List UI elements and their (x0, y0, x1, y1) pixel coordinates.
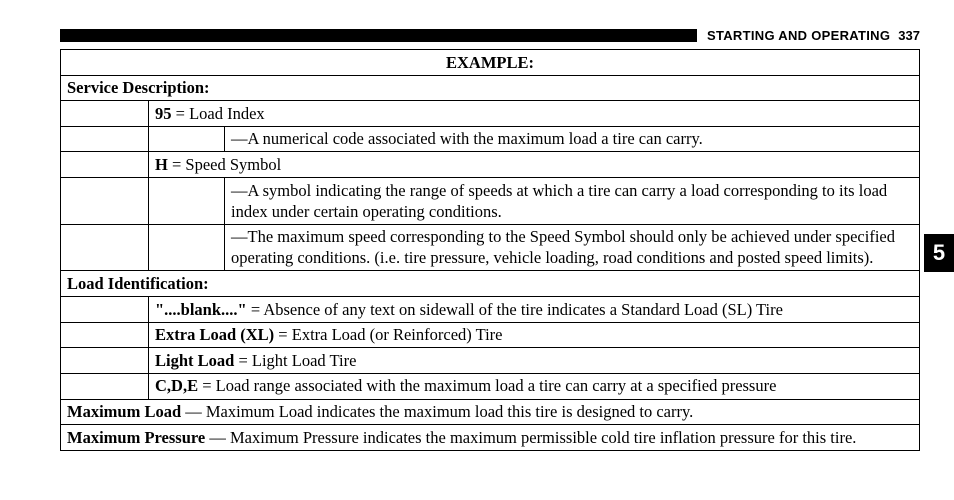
table-row: H = Speed Symbol (61, 152, 920, 178)
load-row: "....blank...." = Absence of any text on… (149, 297, 920, 323)
header-page-number: 337 (890, 28, 920, 43)
blank-cell (149, 178, 225, 225)
maximum-load-label: Maximum Load (67, 402, 181, 421)
blank-cell (61, 322, 149, 348)
service-eq: = (172, 104, 190, 123)
load-desc: Extra Load (or Reinforced) Tire (292, 325, 503, 344)
maximum-pressure-sep: — (205, 428, 230, 447)
service-term: Load Index (189, 104, 265, 123)
side-tab-chapter: 5 (924, 234, 954, 272)
service-description-label: Service Description: (61, 75, 920, 101)
maximum-pressure-desc: Maximum Pressure indicates the maximum p… (230, 428, 856, 447)
example-table: EXAMPLE: Service Description: 95 = Load … (60, 49, 920, 451)
service-row-term: H = Speed Symbol (149, 152, 920, 178)
header-rule (60, 29, 697, 42)
page-header: STARTING AND OPERATING 337 (60, 28, 920, 43)
service-code: 95 (155, 104, 172, 123)
service-note: —A symbol indicating the range of speeds… (225, 178, 920, 225)
load-row: Light Load = Light Load Tire (149, 348, 920, 374)
blank-cell (61, 152, 149, 178)
header-section-title: STARTING AND OPERATING (697, 28, 890, 43)
load-identification-label: Load Identification: (61, 271, 920, 297)
table-row: Maximum Load — Maximum Load indicates th… (61, 399, 920, 425)
table-row: Extra Load (XL) = Extra Load (or Reinfor… (61, 322, 920, 348)
table-row: —A numerical code associated with the ma… (61, 126, 920, 152)
load-code: Light Load (155, 351, 234, 370)
service-note: —A numerical code associated with the ma… (225, 126, 920, 152)
service-term: Speed Symbol (185, 155, 281, 174)
table-row: Light Load = Light Load Tire (61, 348, 920, 374)
maximum-pressure-label: Maximum Pressure (67, 428, 205, 447)
load-row: C,D,E = Load range associated with the m… (149, 373, 920, 399)
maximum-pressure-row: Maximum Pressure — Maximum Pressure indi… (61, 425, 920, 451)
table-row: "....blank...." = Absence of any text on… (61, 297, 920, 323)
maximum-load-sep: — (181, 402, 206, 421)
maximum-load-desc: Maximum Load indicates the maximum load … (206, 402, 693, 421)
service-code: H (155, 155, 168, 174)
blank-cell (61, 348, 149, 374)
blank-cell (61, 297, 149, 323)
load-eq: = (198, 376, 216, 395)
blank-cell (61, 126, 149, 152)
load-row: Extra Load (XL) = Extra Load (or Reinfor… (149, 322, 920, 348)
load-desc: Absence of any text on sidewall of the t… (263, 300, 783, 319)
blank-cell (61, 101, 149, 127)
service-note: —The maximum speed corresponding to the … (225, 224, 920, 271)
table-row: Maximum Pressure — Maximum Pressure indi… (61, 425, 920, 451)
load-code: C,D,E (155, 376, 198, 395)
service-row-term: 95 = Load Index (149, 101, 920, 127)
service-eq: = (168, 155, 186, 174)
load-eq: = (274, 325, 292, 344)
maximum-load-row: Maximum Load — Maximum Load indicates th… (61, 399, 920, 425)
blank-cell (149, 224, 225, 271)
blank-cell (61, 224, 149, 271)
load-eq: = (234, 351, 252, 370)
table-title: EXAMPLE: (61, 50, 920, 76)
load-eq: = (247, 300, 264, 319)
load-code: Extra Load (XL) (155, 325, 274, 344)
table-row: —The maximum speed corresponding to the … (61, 224, 920, 271)
blank-cell (149, 126, 225, 152)
load-code: "....blank...." (155, 300, 247, 319)
table-row: —A symbol indicating the range of speeds… (61, 178, 920, 225)
blank-cell (61, 373, 149, 399)
blank-cell (61, 178, 149, 225)
table-row: C,D,E = Load range associated with the m… (61, 373, 920, 399)
load-desc: Light Load Tire (252, 351, 357, 370)
load-desc: Load range associated with the maximum l… (216, 376, 777, 395)
table-row: 95 = Load Index (61, 101, 920, 127)
